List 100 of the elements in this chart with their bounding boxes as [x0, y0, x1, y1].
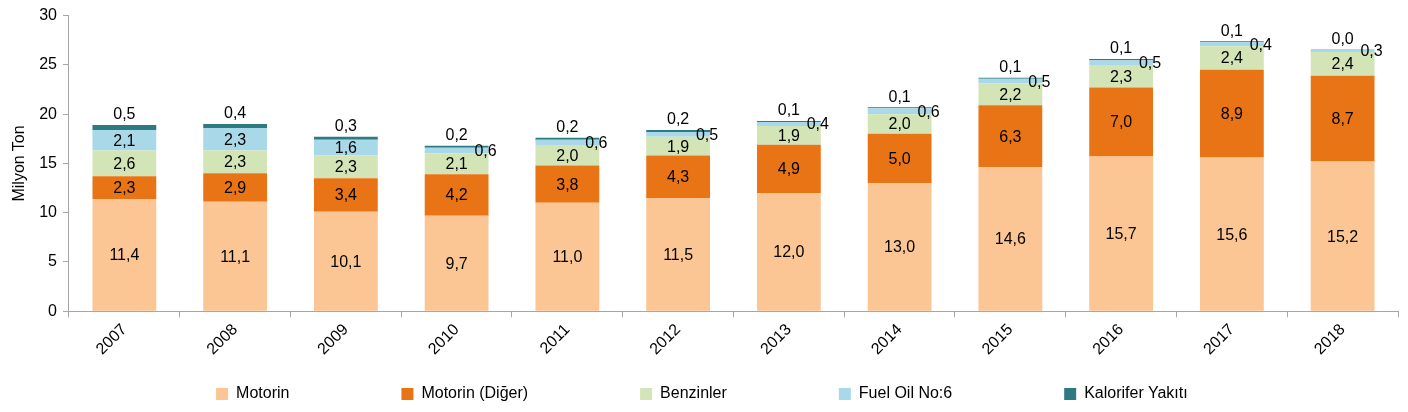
bar [1089, 87, 1154, 157]
bar [867, 133, 932, 184]
bar [203, 173, 268, 202]
data-label: 0,4 [806, 115, 829, 133]
data-label: 15,6 [1216, 225, 1248, 243]
data-label: 14,6 [994, 230, 1027, 248]
data-label: 0,1 [777, 101, 801, 119]
bar [646, 197, 711, 311]
data-label: 0,6 [474, 142, 497, 160]
bar [1310, 75, 1375, 162]
bar [203, 124, 268, 128]
data-label: 8,9 [1220, 105, 1244, 123]
data-label: 15,2 [1327, 227, 1359, 245]
bar [646, 155, 711, 198]
legend-label: Kalorifer Yakıtı [1084, 384, 1188, 402]
bar [313, 178, 378, 212]
bar [92, 176, 157, 199]
bar [92, 124, 157, 130]
bar [756, 144, 821, 193]
y-tick-label: 20 [39, 104, 58, 122]
data-label: 2,6 [113, 154, 136, 172]
bar [867, 183, 932, 311]
bar [1199, 157, 1264, 311]
data-label: 0,6 [917, 102, 940, 120]
y-tick-label: 15 [39, 153, 58, 171]
bar [313, 211, 378, 311]
bar [1310, 161, 1375, 311]
data-label: 2,3 [113, 178, 136, 196]
bar [424, 215, 489, 311]
data-label: 0,4 [224, 104, 247, 122]
bar [313, 136, 378, 140]
data-label: 0,5 [1028, 72, 1051, 90]
bar [424, 174, 489, 216]
bar [978, 167, 1043, 311]
data-label: 0,3 [334, 117, 358, 135]
data-label: 7,0 [1110, 113, 1133, 131]
data-label: 4,2 [445, 186, 468, 204]
data-label: 11,1 [220, 247, 251, 265]
data-label: 6,3 [999, 127, 1022, 145]
bar [92, 198, 157, 311]
data-label: 2,2 [999, 85, 1022, 103]
data-label: 2,0 [888, 115, 911, 133]
y-tick-label: 0 [48, 301, 58, 319]
data-label: 0,5 [113, 105, 136, 123]
data-label: 4,3 [667, 168, 690, 186]
data-label: 5,0 [888, 149, 911, 167]
data-label: 0,0 [1331, 29, 1354, 47]
bar [1199, 69, 1264, 158]
data-label: 3,8 [556, 175, 579, 193]
data-label: 4,9 [777, 160, 801, 178]
legend-label: Motorin (Diğer) [421, 384, 529, 402]
bar [92, 129, 157, 151]
data-label: 0,1 [999, 58, 1022, 76]
data-label: 0,2 [556, 118, 579, 136]
data-label: 15,7 [1105, 225, 1137, 243]
data-label: 0,6 [585, 134, 608, 152]
bar [1089, 156, 1154, 311]
data-label: 2,1 [445, 155, 468, 173]
bar [535, 165, 600, 203]
data-label: 0,3 [1360, 41, 1383, 59]
data-label: 2,9 [224, 178, 247, 196]
data-label: 9,7 [445, 254, 468, 272]
data-label: 0,1 [1220, 21, 1244, 39]
bar [978, 105, 1043, 168]
y-tick-label: 10 [39, 203, 58, 221]
data-label: 11,4 [109, 246, 140, 264]
y-tick-label: 30 [39, 6, 58, 24]
data-label: 12,0 [773, 243, 805, 261]
data-label: 1,9 [777, 126, 801, 144]
data-label: 0,2 [667, 110, 690, 128]
data-label: 0,4 [1249, 35, 1272, 53]
data-label: 11,0 [552, 248, 583, 266]
data-label: 2,3 [224, 130, 247, 148]
bar [535, 202, 600, 311]
data-label: 1,9 [667, 137, 690, 155]
data-label: 0,1 [888, 87, 911, 105]
data-label: 2,3 [224, 153, 247, 171]
data-label: 1,6 [334, 139, 358, 157]
legend-label: Motorin [236, 384, 290, 402]
data-label: 2,1 [113, 131, 136, 149]
data-label: 2,0 [556, 146, 579, 164]
data-label: 11,5 [663, 245, 694, 263]
data-label: 2,3 [334, 158, 358, 176]
y-axis-title: Milyon Ton [10, 125, 28, 202]
y-tick-label: 25 [39, 55, 58, 73]
legend-label: Fuel Oil No:6 [858, 384, 953, 402]
bar [756, 192, 821, 311]
data-label: 8,7 [1331, 109, 1354, 127]
data-label: 2,3 [1110, 67, 1133, 85]
data-label: 2,4 [1331, 55, 1354, 73]
data-label: 10,1 [330, 252, 362, 270]
y-tick-label: 5 [48, 252, 58, 270]
bar [203, 127, 268, 151]
data-label: 0,2 [445, 126, 468, 144]
data-label: 13,0 [884, 238, 916, 256]
data-label: 3,4 [334, 186, 358, 204]
bar [203, 201, 268, 311]
legend-label: Benzinler [660, 384, 728, 402]
data-label: 2,4 [1220, 49, 1244, 67]
data-label: 0,1 [1110, 39, 1133, 57]
